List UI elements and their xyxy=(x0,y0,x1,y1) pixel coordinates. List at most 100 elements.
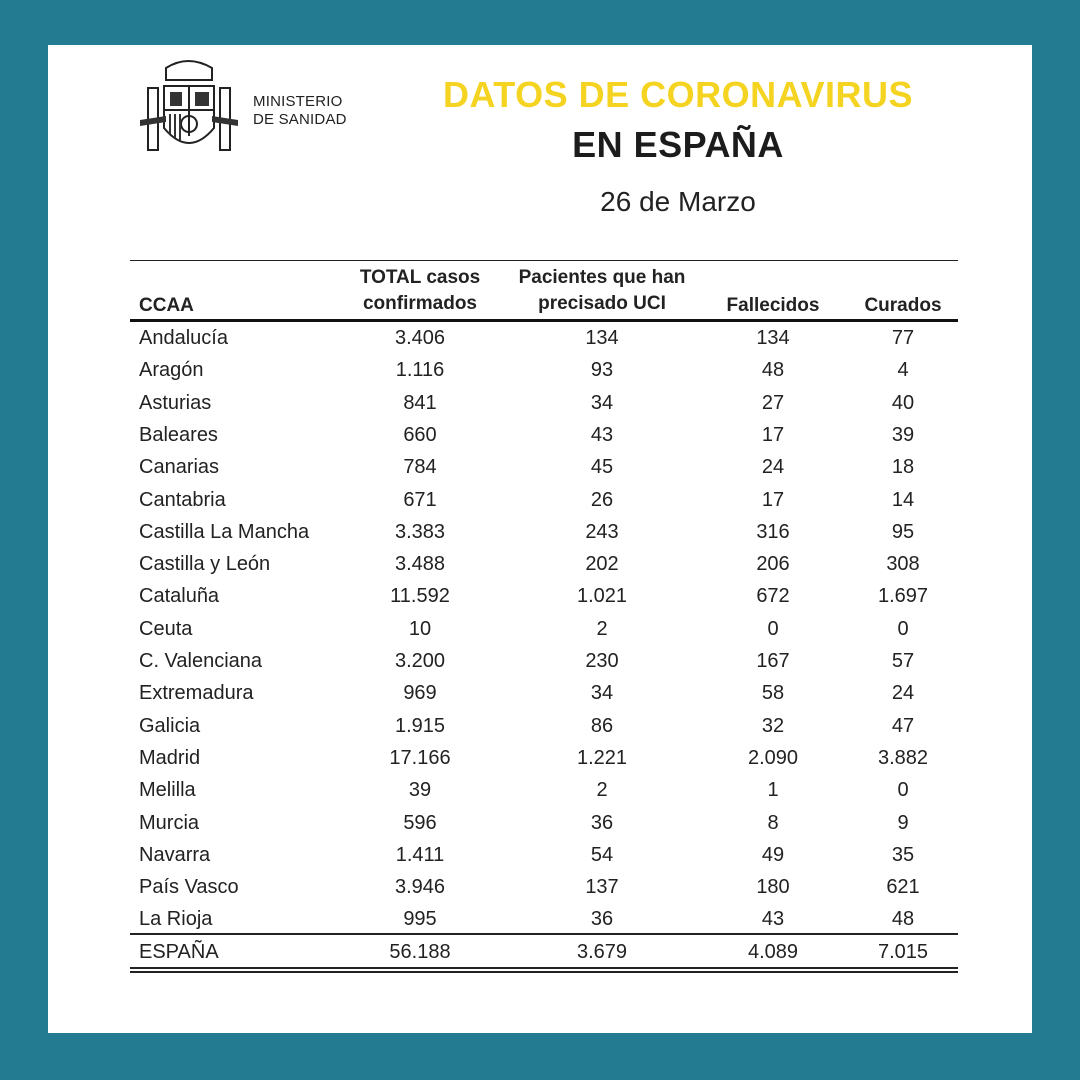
table-row: Melilla 39 2 1 0 xyxy=(130,774,958,806)
curados-cell: 35 xyxy=(891,843,915,866)
casos-cell: 3.383 xyxy=(394,520,446,543)
table-row: Cataluña 11.592 1.021 672 1.697 xyxy=(130,580,958,612)
ccaa-cell: Ceuta xyxy=(139,617,193,640)
curados-cell: 621 xyxy=(886,876,920,899)
content-panel xyxy=(48,45,1032,1033)
ccaa-cell: Melilla xyxy=(139,779,196,802)
ccaa-cell: La Rioja xyxy=(139,908,213,931)
table-top-rule xyxy=(130,260,958,261)
ccaa-cell: Madrid xyxy=(139,746,201,769)
fallecidos-cell: 58 xyxy=(761,682,785,705)
casos-cell: 596 xyxy=(403,811,437,834)
fallecidos-cell: 17 xyxy=(761,423,785,446)
uci-cell: 43 xyxy=(590,423,614,446)
casos-cell: 1.116 xyxy=(395,359,445,382)
logo-text-line1: MINISTERIO xyxy=(253,93,343,110)
ministerio-logo-text: MINISTERIO DE SANIDAD xyxy=(253,93,347,129)
fallecidos-cell: 167 xyxy=(756,650,790,672)
casos-cell: 3.406 xyxy=(394,327,446,349)
total-casos: 56.188 xyxy=(389,941,451,963)
total-row: ESPAÑA 56.188 3.679 4.089 7.015 xyxy=(130,936,958,968)
fallecidos-cell: 49 xyxy=(761,843,785,866)
table-row: Aragón 1.116 93 48 4 xyxy=(130,354,958,386)
curados-cell: 95 xyxy=(891,520,915,543)
header-total-casos-line2: confirmados xyxy=(362,293,478,314)
uci-cell: 34 xyxy=(590,391,614,414)
casos-cell: 11.592 xyxy=(390,585,450,608)
casos-cell: 1.411 xyxy=(395,843,445,866)
total-curados: 7.015 xyxy=(877,941,929,963)
logo-text-line2: DE SANIDAD xyxy=(253,111,347,128)
table-row: Castilla La Mancha 3.383 243 316 95 xyxy=(130,516,958,548)
curados-cell: 0 xyxy=(897,617,909,640)
table-row: País Vasco 3.946 137 180 621 xyxy=(130,871,958,903)
total-rule xyxy=(130,933,958,935)
curados-cell: 0 xyxy=(897,779,909,802)
ccaa-cell: Cataluña xyxy=(139,585,220,608)
curados-cell: 57 xyxy=(891,650,915,672)
header-ccaa: CCAA xyxy=(139,295,194,316)
table-row: Navarra 1.411 54 49 35 xyxy=(130,839,958,871)
ccaa-cell: Andalucía xyxy=(139,327,228,349)
fallecidos-cell: 43 xyxy=(761,908,785,931)
bottom-double-rule-1 xyxy=(130,967,958,969)
casos-cell: 3.200 xyxy=(394,650,446,672)
fallecidos-cell: 180 xyxy=(756,876,790,899)
casos-cell: 3.488 xyxy=(394,553,446,576)
uci-cell: 134 xyxy=(585,327,619,349)
casos-cell: 3.946 xyxy=(394,876,446,899)
ccaa-cell: Murcia xyxy=(139,811,200,834)
table-row: Baleares 660 43 17 39 xyxy=(130,419,958,451)
uci-cell: 202 xyxy=(585,553,619,576)
casos-cell: 17.166 xyxy=(389,746,451,769)
casos-cell: 784 xyxy=(403,456,437,479)
ccaa-cell: Aragón xyxy=(139,359,204,382)
fallecidos-cell: 24 xyxy=(761,456,785,479)
header-total-casos: TOTAL casos confirmados xyxy=(320,265,520,317)
fallecidos-cell: 206 xyxy=(756,553,790,576)
ccaa-cell: País Vasco xyxy=(139,876,239,899)
fallecidos-cell: 672 xyxy=(756,585,790,608)
curados-cell: 47 xyxy=(891,714,915,737)
total-fallecidos: 4.089 xyxy=(747,941,799,963)
uci-cell: 54 xyxy=(590,843,614,866)
curados-cell: 39 xyxy=(891,423,915,446)
total-label: ESPAÑA xyxy=(139,941,219,963)
uci-cell: 230 xyxy=(585,650,619,672)
table-row: Galicia 1.915 86 32 47 xyxy=(130,710,958,742)
ccaa-cell: Baleares xyxy=(139,423,218,446)
ministerio-coat-of-arms-logo xyxy=(140,60,238,151)
ccaa-cell: Castilla La Mancha xyxy=(139,520,310,543)
header-uci-line1: Pacientes que han xyxy=(518,267,686,288)
header-uci: Pacientes que han precisado UCI xyxy=(492,265,712,317)
curados-cell: 3.882 xyxy=(877,746,929,769)
table-row: Andalucía 3.406 134 134 77 xyxy=(130,322,958,354)
curados-cell: 40 xyxy=(891,391,915,414)
curados-cell: 24 xyxy=(891,682,915,705)
total-uci: 3.679 xyxy=(576,941,628,963)
uci-cell: 86 xyxy=(590,714,614,737)
curados-cell: 77 xyxy=(891,327,915,349)
uci-cell: 45 xyxy=(590,456,614,479)
curados-cell: 18 xyxy=(891,456,915,479)
uci-cell: 93 xyxy=(590,359,614,382)
casos-cell: 1.915 xyxy=(394,714,446,737)
bottom-double-rule-2 xyxy=(130,971,958,973)
header-fallecidos: Fallecidos xyxy=(726,295,820,316)
casos-cell: 660 xyxy=(403,423,437,446)
title-line1: DATOS DE CORONAVIRUS xyxy=(442,74,914,115)
fallecidos-cell: 134 xyxy=(756,327,790,349)
casos-cell: 10 xyxy=(408,617,432,640)
fallecidos-cell: 32 xyxy=(761,714,785,737)
table-row: Ceuta 10 2 0 0 xyxy=(130,613,958,645)
header-curados: Curados xyxy=(864,295,942,316)
ccaa-cell: Cantabria xyxy=(139,488,226,511)
report-date: 26 de Marzo xyxy=(600,186,756,217)
casos-cell: 995 xyxy=(403,908,437,931)
uci-cell: 26 xyxy=(590,488,614,511)
curados-cell: 48 xyxy=(891,908,915,931)
casos-cell: 841 xyxy=(403,391,437,414)
curados-cell: 9 xyxy=(897,811,909,834)
table-row: Madrid 17.166 1.221 2.090 3.882 xyxy=(130,742,958,774)
ccaa-cell: C. Valenciana xyxy=(139,650,263,672)
